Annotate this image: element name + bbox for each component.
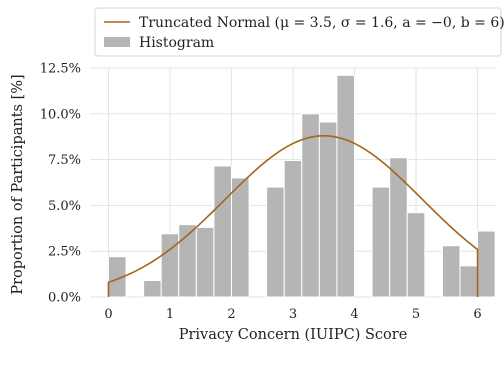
x-axis-label: Privacy Concern (IUIPC) Score — [179, 327, 408, 343]
legend: Truncated Normal (μ = 3.5, σ = 1.6, a = … — [94, 7, 504, 57]
x-tick-label: 6 — [473, 307, 481, 322]
curve-line — [107, 134, 479, 297]
legend-frame — [94, 7, 502, 57]
histogram-bar — [318, 121, 338, 298]
axis-labels: Privacy Concern (IUIPC) Score Proportion… — [10, 74, 407, 343]
x-tick-label: 3 — [289, 307, 297, 322]
histogram-bar — [336, 74, 356, 298]
y-tick-label: 5.0% — [48, 199, 81, 214]
histogram-bar — [160, 233, 180, 298]
histogram-bars — [107, 74, 496, 298]
histogram-bar — [371, 186, 391, 298]
histogram-bar — [266, 186, 285, 298]
truncated-normal-curve — [107, 134, 479, 297]
histogram-bar — [389, 157, 408, 298]
histogram-bar — [301, 113, 320, 298]
y-axis-label: Proportion of Participants [%] — [10, 74, 26, 294]
legend-curve-label: Truncated Normal (μ = 3.5, σ = 1.6, a = … — [139, 15, 504, 31]
y-tick-label: 12.5% — [40, 62, 81, 77]
x-tick-label: 0 — [104, 307, 112, 322]
x-tick-label: 5 — [412, 307, 420, 322]
y-tick-label: 0.0% — [48, 291, 81, 306]
histogram-bar — [107, 256, 127, 298]
histogram-bar — [143, 280, 162, 298]
x-tick-label: 1 — [166, 307, 174, 322]
y-tick-label: 2.5% — [48, 245, 81, 260]
x-tick-label: 2 — [227, 307, 235, 322]
histogram-bar — [477, 230, 496, 298]
histogram-bar — [459, 265, 479, 298]
x-tick-label: 4 — [350, 307, 358, 322]
histogram-bar — [195, 226, 215, 298]
histogram-bar — [213, 165, 232, 298]
legend-histogram-swatch — [104, 37, 130, 47]
y-tick-label: 7.5% — [48, 153, 81, 168]
legend-histogram-label: Histogram — [139, 35, 214, 51]
histogram-bar — [283, 160, 303, 298]
tick-labels: 0 1 2 3 4 5 6 0.0% 2.5% 5.0% 7.5% 10.0% 12.5% — [40, 62, 482, 323]
histogram-bar — [441, 245, 461, 298]
y-tick-label: 10.0% — [40, 107, 81, 122]
histogram-bar — [406, 212, 426, 298]
histogram-bar — [230, 177, 250, 298]
